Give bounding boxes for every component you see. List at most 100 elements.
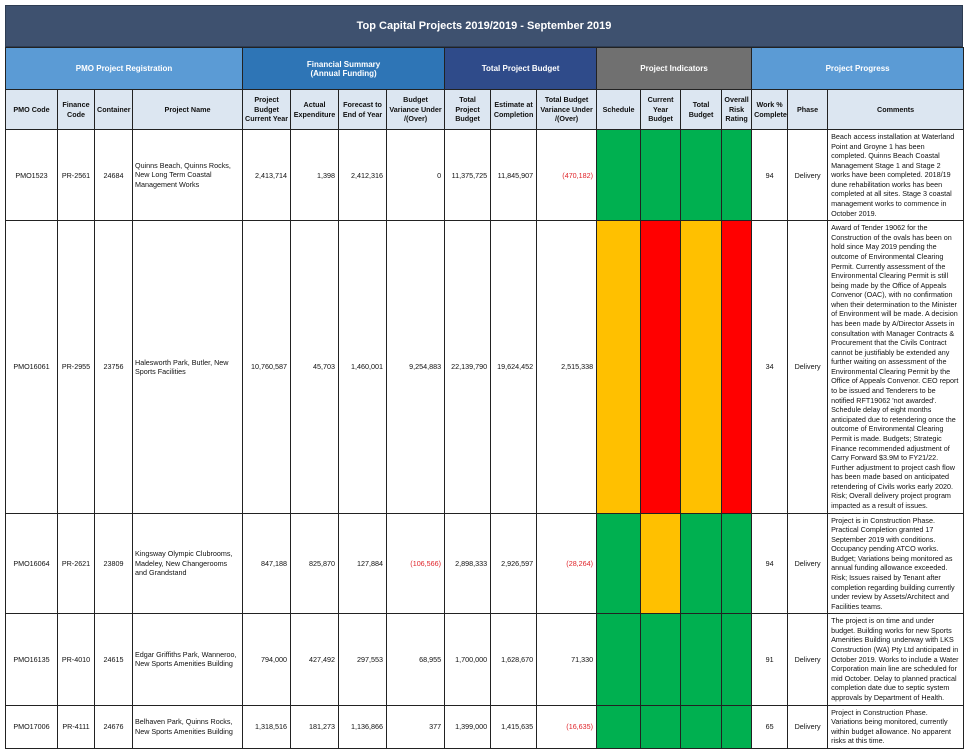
- schedule-indicator: [596, 220, 642, 514]
- total-budget-indicator: [680, 128, 723, 222]
- total-budget-indicator: [680, 220, 723, 514]
- col-comments: Comments: [827, 89, 964, 130]
- work-complete-cell: 34: [751, 220, 789, 514]
- actual-expenditure-cell: 427,492: [290, 613, 340, 706]
- project-budget-cell: 1,318,516: [242, 704, 292, 749]
- schedule-indicator: [596, 128, 642, 222]
- col-estimate: Estimate at Completion: [490, 89, 538, 130]
- col-total-variance: Total Budget Variance Under /(Over): [536, 89, 598, 130]
- col-work-complete: Work % Complete: [751, 89, 789, 130]
- project-name-cell: Kingsway Olympic Clubrooms, Madeley, New…: [131, 512, 244, 615]
- pmo-code-cell: PMO1523: [5, 128, 58, 222]
- comments-cell: Project in Construction Phase. Variation…: [827, 704, 964, 749]
- col-forecast: Forecast to End of Year: [338, 89, 388, 130]
- project-name-cell: Quinns Beach, Quinns Rocks, New Long Ter…: [131, 128, 244, 222]
- actual-expenditure-cell: 181,273: [290, 704, 340, 749]
- col-total-budget: Total Project Budget: [444, 89, 492, 130]
- container-cell: 23756: [94, 220, 133, 514]
- work-complete-cell: 94: [751, 128, 789, 222]
- col-phase: Phase: [787, 89, 829, 130]
- current-year-budget-indicator: [640, 512, 682, 615]
- group-project-progress: Project Progress: [751, 47, 964, 90]
- table-row: PMO16064 PR-2621 23809 Kingsway Olympic …: [5, 512, 964, 615]
- budget-variance-cell: 377: [386, 704, 446, 749]
- total-budget-cell: 1,700,000: [444, 613, 492, 706]
- pmo-code-cell: PMO16064: [5, 512, 58, 615]
- total-variance-cell: 2,515,338: [536, 220, 598, 514]
- pmo-code-cell: PMO16061: [5, 220, 58, 514]
- budget-variance-cell: 0: [386, 128, 446, 222]
- actual-expenditure-cell: 45,703: [290, 220, 340, 514]
- overall-risk-indicator: [721, 512, 753, 615]
- col-overall-risk: Overall Risk Rating: [721, 89, 753, 130]
- comments-cell: Beach access installation at Waterland P…: [827, 128, 964, 222]
- table-row: PMO17006 PR-4111 24676 Belhaven Park, Qu…: [5, 704, 964, 749]
- col-total-budget-indicator: Total Budget: [680, 89, 723, 130]
- budget-variance-cell: (106,566): [386, 512, 446, 615]
- schedule-indicator: [596, 704, 642, 749]
- column-header-row: PMO Code Finance Code Container Project …: [5, 89, 964, 130]
- comments-cell: Award of Tender 19062 for the Constructi…: [827, 220, 964, 514]
- budget-variance-cell: 9,254,883: [386, 220, 446, 514]
- phase-cell: Delivery: [787, 512, 829, 615]
- work-complete-cell: 91: [751, 613, 789, 706]
- project-name-cell: Belhaven Park, Quinns Rocks, New Sports …: [131, 704, 244, 749]
- finance-code-cell: PR-2621: [57, 512, 95, 615]
- col-project-budget: Project Budget Current Year: [242, 89, 292, 130]
- phase-cell: Delivery: [787, 704, 829, 749]
- overall-risk-indicator: [721, 704, 753, 749]
- table-row: PMO16061 PR-2955 23756 Halesworth Park, …: [5, 220, 964, 514]
- container-cell: 24676: [94, 704, 133, 749]
- container-cell: 24684: [94, 128, 133, 222]
- forecast-cell: 1,460,001: [338, 220, 388, 514]
- estimate-cell: 2,926,597: [490, 512, 538, 615]
- group-pmo-registration: PMO Project Registration: [4, 47, 244, 90]
- current-year-budget-indicator: [640, 704, 682, 749]
- group-total-project-budget: Total Project Budget: [444, 47, 598, 90]
- group-financial-summary-label: Financial Summary (Annual Funding): [306, 59, 381, 78]
- total-budget-indicator: [680, 613, 723, 706]
- total-variance-cell: (16,635): [536, 704, 598, 749]
- report-title: Top Capital Projects 2019/2019 - Septemb…: [5, 5, 963, 47]
- schedule-indicator: [596, 613, 642, 706]
- forecast-cell: 1,136,866: [338, 704, 388, 749]
- project-budget-cell: 10,760,587: [242, 220, 292, 514]
- container-cell: 23809: [94, 512, 133, 615]
- col-finance-code: Finance Code: [57, 89, 95, 130]
- col-current-year-budget: Current Year Budget: [640, 89, 682, 130]
- project-budget-cell: 794,000: [242, 613, 292, 706]
- projects-table: PMO Project Registration Financial Summa…: [4, 47, 964, 749]
- col-container: Container: [94, 89, 133, 130]
- schedule-indicator: [596, 512, 642, 615]
- estimate-cell: 1,628,670: [490, 613, 538, 706]
- work-complete-cell: 65: [751, 704, 789, 749]
- overall-risk-indicator: [721, 613, 753, 706]
- finance-code-cell: PR-2561: [57, 128, 95, 222]
- total-variance-cell: 71,330: [536, 613, 598, 706]
- col-project-name: Project Name: [131, 89, 244, 130]
- estimate-cell: 11,845,907: [490, 128, 538, 222]
- project-name-cell: Halesworth Park, Butler, New Sports Faci…: [131, 220, 244, 514]
- pmo-code-cell: PMO16135: [5, 613, 58, 706]
- project-budget-cell: 847,188: [242, 512, 292, 615]
- finance-code-cell: PR-2955: [57, 220, 95, 514]
- phase-cell: Delivery: [787, 220, 829, 514]
- container-cell: 24615: [94, 613, 133, 706]
- phase-cell: Delivery: [787, 613, 829, 706]
- forecast-cell: 297,553: [338, 613, 388, 706]
- overall-risk-indicator: [721, 128, 753, 222]
- estimate-cell: 19,624,452: [490, 220, 538, 514]
- overall-risk-indicator: [721, 220, 753, 514]
- budget-variance-cell: 68,955: [386, 613, 446, 706]
- current-year-budget-indicator: [640, 220, 682, 514]
- current-year-budget-indicator: [640, 613, 682, 706]
- col-actual-expenditure: Actual Expenditure: [290, 89, 340, 130]
- col-schedule: Schedule: [596, 89, 642, 130]
- finance-code-cell: PR-4010: [57, 613, 95, 706]
- group-header-row: PMO Project Registration Financial Summa…: [4, 47, 964, 90]
- total-budget-indicator: [680, 512, 723, 615]
- total-budget-cell: 1,399,000: [444, 704, 492, 749]
- forecast-cell: 2,412,316: [338, 128, 388, 222]
- table-row: PMO16135 PR-4010 24615 Edgar Griffiths P…: [5, 613, 964, 706]
- comments-cell: Project is in Construction Phase. Practi…: [827, 512, 964, 615]
